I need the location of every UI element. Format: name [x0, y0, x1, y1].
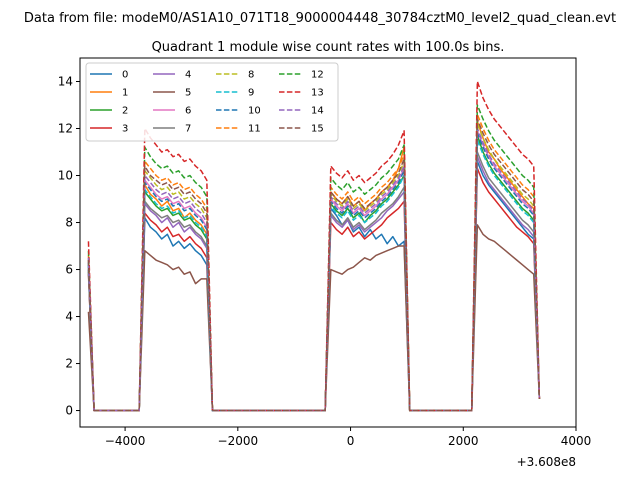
chart-suptitle: Data from file: modeM0/AS1A10_071T18_900…	[24, 11, 616, 26]
chart-title: Quadrant 1 module wise count rates with …	[152, 40, 505, 55]
legend-label-5: 5	[185, 88, 191, 99]
legend-label-7: 7	[185, 124, 191, 135]
legend-label-4: 4	[185, 70, 191, 81]
x-tick-label: 0	[347, 434, 355, 448]
y-tick-label: 6	[65, 263, 73, 277]
series-line-15	[87, 118, 541, 412]
series-layer	[87, 80, 541, 412]
y-tick-label: 14	[58, 75, 73, 89]
legend-label-10: 10	[248, 106, 261, 117]
legend-label-15: 15	[311, 124, 324, 135]
legend-label-11: 11	[248, 124, 261, 135]
y-tick-label: 0	[65, 404, 73, 418]
x-axis: −4000 −2000 0 2000 4000	[105, 427, 591, 448]
y-tick-label: 4	[65, 310, 73, 324]
x-tick-label: 2000	[448, 434, 479, 448]
y-tick-label: 8	[65, 216, 73, 230]
legend-label-9: 9	[248, 88, 254, 99]
x-tick-label: 4000	[561, 434, 592, 448]
legend-label-6: 6	[185, 106, 191, 117]
legend-label-2: 2	[122, 106, 128, 117]
axes-frame	[79, 57, 577, 428]
y-tick-label: 10	[58, 169, 73, 183]
legend-label-3: 3	[122, 124, 128, 135]
x-tick-label: −2000	[218, 434, 259, 448]
y-tick-label: 12	[58, 122, 73, 136]
legend-label-1: 1	[122, 88, 128, 99]
y-axis: 0 2 4 6 8 10 12 14	[58, 75, 80, 418]
legend-label-8: 8	[248, 70, 254, 81]
legend-label-0: 0	[122, 70, 128, 81]
y-tick-label: 2	[65, 357, 73, 371]
legend-label-13: 13	[311, 88, 324, 99]
legend-box	[85, 62, 339, 142]
legend-label-14: 14	[311, 106, 324, 117]
x-tick-label: −4000	[105, 434, 146, 448]
legend-label-12: 12	[311, 70, 324, 81]
x-offset-text: +3.608e8	[517, 455, 576, 469]
